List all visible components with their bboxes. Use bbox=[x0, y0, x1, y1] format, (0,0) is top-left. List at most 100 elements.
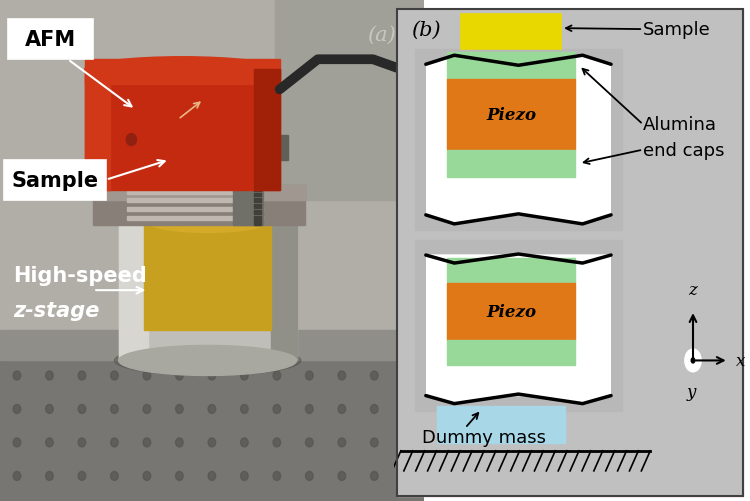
Circle shape bbox=[126, 134, 136, 146]
Bar bbox=[127, 207, 262, 211]
Text: Alumina: Alumina bbox=[643, 116, 717, 134]
Bar bbox=[0, 341, 424, 501]
Bar bbox=[127, 199, 262, 203]
Text: Dummy mass: Dummy mass bbox=[422, 428, 546, 446]
Circle shape bbox=[143, 371, 151, 380]
Bar bbox=[426, 256, 611, 396]
Bar bbox=[0, 0, 424, 351]
Bar bbox=[426, 65, 611, 215]
Circle shape bbox=[46, 405, 53, 414]
Circle shape bbox=[110, 371, 118, 380]
Circle shape bbox=[305, 405, 314, 414]
Circle shape bbox=[78, 471, 86, 480]
Bar bbox=[4, 160, 106, 200]
Circle shape bbox=[273, 438, 280, 447]
Circle shape bbox=[78, 438, 86, 447]
Circle shape bbox=[78, 371, 86, 380]
Bar bbox=[416, 240, 622, 411]
Ellipse shape bbox=[115, 346, 301, 376]
Bar bbox=[447, 150, 575, 178]
Circle shape bbox=[208, 405, 216, 414]
Circle shape bbox=[338, 471, 346, 480]
Bar bbox=[8, 20, 93, 60]
Bar bbox=[118, 210, 296, 361]
Text: Piezo: Piezo bbox=[486, 107, 536, 124]
Circle shape bbox=[403, 471, 410, 480]
Circle shape bbox=[176, 405, 183, 414]
Circle shape bbox=[241, 438, 248, 447]
Text: x: x bbox=[736, 352, 745, 369]
Bar bbox=[447, 53, 575, 80]
Circle shape bbox=[13, 438, 21, 447]
Circle shape bbox=[370, 438, 378, 447]
Circle shape bbox=[110, 471, 118, 480]
Circle shape bbox=[208, 438, 216, 447]
Circle shape bbox=[241, 405, 248, 414]
Bar bbox=[253, 127, 262, 135]
Bar bbox=[85, 60, 280, 85]
Circle shape bbox=[176, 438, 183, 447]
Bar bbox=[93, 185, 305, 200]
Bar bbox=[416, 50, 622, 230]
Bar bbox=[127, 190, 262, 194]
Circle shape bbox=[143, 405, 151, 414]
Bar bbox=[85, 70, 280, 190]
Bar bbox=[254, 70, 280, 190]
Polygon shape bbox=[426, 394, 611, 404]
Text: Piezo: Piezo bbox=[486, 304, 536, 320]
Text: Sample: Sample bbox=[11, 170, 99, 190]
Circle shape bbox=[273, 405, 280, 414]
Circle shape bbox=[273, 371, 280, 380]
Polygon shape bbox=[426, 214, 611, 224]
Bar bbox=[254, 115, 261, 225]
Circle shape bbox=[370, 471, 378, 480]
Text: z-stage: z-stage bbox=[13, 301, 99, 321]
Circle shape bbox=[208, 471, 216, 480]
Bar bbox=[275, 0, 424, 200]
Circle shape bbox=[273, 471, 280, 480]
Bar bbox=[0, 331, 424, 361]
Bar bbox=[233, 135, 262, 225]
Circle shape bbox=[241, 471, 248, 480]
Bar bbox=[144, 220, 272, 331]
Text: Sample: Sample bbox=[643, 21, 711, 39]
Bar bbox=[461, 15, 561, 50]
Circle shape bbox=[241, 371, 248, 380]
Bar bbox=[436, 406, 565, 443]
Bar bbox=[447, 258, 575, 283]
Bar bbox=[118, 210, 148, 361]
Circle shape bbox=[46, 371, 53, 380]
Circle shape bbox=[338, 405, 346, 414]
Bar bbox=[272, 210, 296, 361]
Ellipse shape bbox=[85, 58, 280, 83]
Circle shape bbox=[305, 438, 314, 447]
Bar bbox=[148, 145, 190, 165]
Polygon shape bbox=[426, 56, 611, 66]
Text: z: z bbox=[688, 281, 698, 298]
Text: end caps: end caps bbox=[643, 141, 724, 159]
Ellipse shape bbox=[118, 346, 296, 376]
Circle shape bbox=[403, 438, 410, 447]
Polygon shape bbox=[426, 255, 611, 264]
Circle shape bbox=[338, 438, 346, 447]
Circle shape bbox=[46, 471, 53, 480]
Circle shape bbox=[403, 405, 410, 414]
Circle shape bbox=[370, 405, 378, 414]
Bar bbox=[447, 283, 575, 341]
Ellipse shape bbox=[144, 208, 272, 233]
Text: AFM: AFM bbox=[26, 30, 76, 50]
Circle shape bbox=[110, 405, 118, 414]
Circle shape bbox=[110, 438, 118, 447]
Circle shape bbox=[143, 438, 151, 447]
Ellipse shape bbox=[118, 195, 296, 225]
Circle shape bbox=[208, 371, 216, 380]
Circle shape bbox=[13, 471, 21, 480]
Text: y: y bbox=[686, 383, 696, 400]
Text: High-speed: High-speed bbox=[13, 266, 146, 286]
Circle shape bbox=[403, 371, 410, 380]
Circle shape bbox=[692, 358, 694, 363]
Circle shape bbox=[13, 405, 21, 414]
Text: (b): (b) bbox=[411, 21, 441, 40]
Circle shape bbox=[78, 405, 86, 414]
Bar bbox=[203, 135, 288, 160]
